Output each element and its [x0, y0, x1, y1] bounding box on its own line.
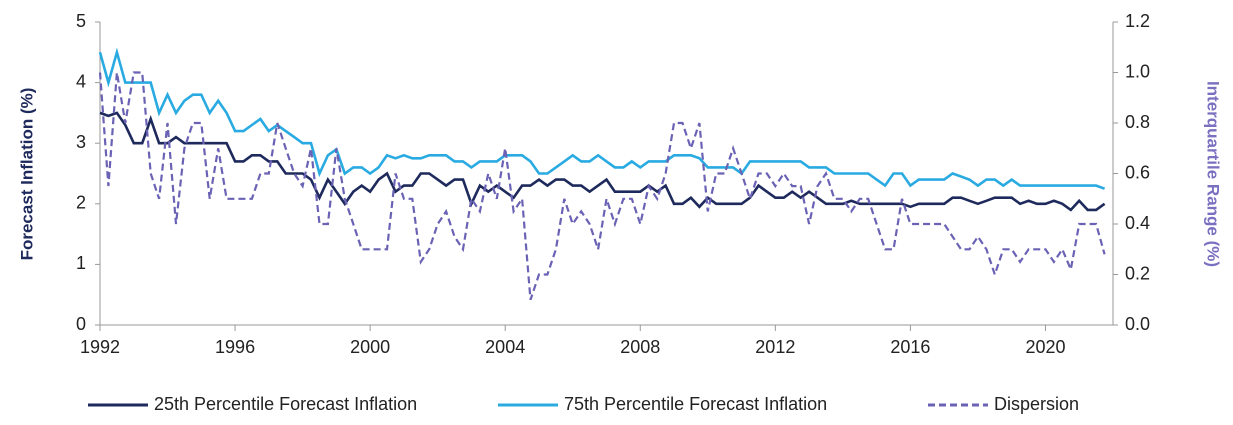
y-tick-label: 1 [76, 253, 86, 273]
series-line [99, 111, 1106, 212]
x-tick-label: 2020 [1025, 337, 1065, 357]
x-tick-label: 1992 [80, 337, 120, 357]
x-tick-label: 2004 [485, 337, 525, 357]
legend-label: Dispersion [994, 394, 1079, 414]
y2-tick-label: 0.4 [1125, 213, 1150, 233]
y-tick-label: 0 [76, 314, 86, 334]
x-tick-label: 2016 [890, 337, 930, 357]
y2-tick-label: 0.2 [1125, 263, 1150, 283]
y-axis-title: Forecast Inflation (%) [17, 88, 36, 261]
y2-tick-label: 1.0 [1125, 61, 1150, 81]
x-tick-label: 2000 [350, 337, 390, 357]
series-line [98, 71, 1106, 301]
y-tick-label: 4 [76, 71, 86, 91]
y2-tick-label: 0.6 [1125, 162, 1150, 182]
y2-axis-title: Interquartile Range (%) [1204, 81, 1223, 267]
y2-tick-label: 1.2 [1125, 11, 1150, 31]
y2-tick-label: 0.8 [1125, 112, 1150, 132]
y-tick-label: 5 [76, 11, 86, 31]
y2-tick-label: 0.0 [1125, 314, 1150, 334]
legend-label: 25th Percentile Forecast Inflation [154, 394, 417, 414]
x-tick-label: 1996 [215, 337, 255, 357]
y-tick-label: 2 [76, 193, 86, 213]
series-line [98, 47, 1106, 190]
y-tick-label: 3 [76, 132, 86, 152]
x-tick-label: 2008 [620, 337, 660, 357]
legend-label: 75th Percentile Forecast Inflation [564, 394, 827, 414]
x-tick-label: 2012 [755, 337, 795, 357]
